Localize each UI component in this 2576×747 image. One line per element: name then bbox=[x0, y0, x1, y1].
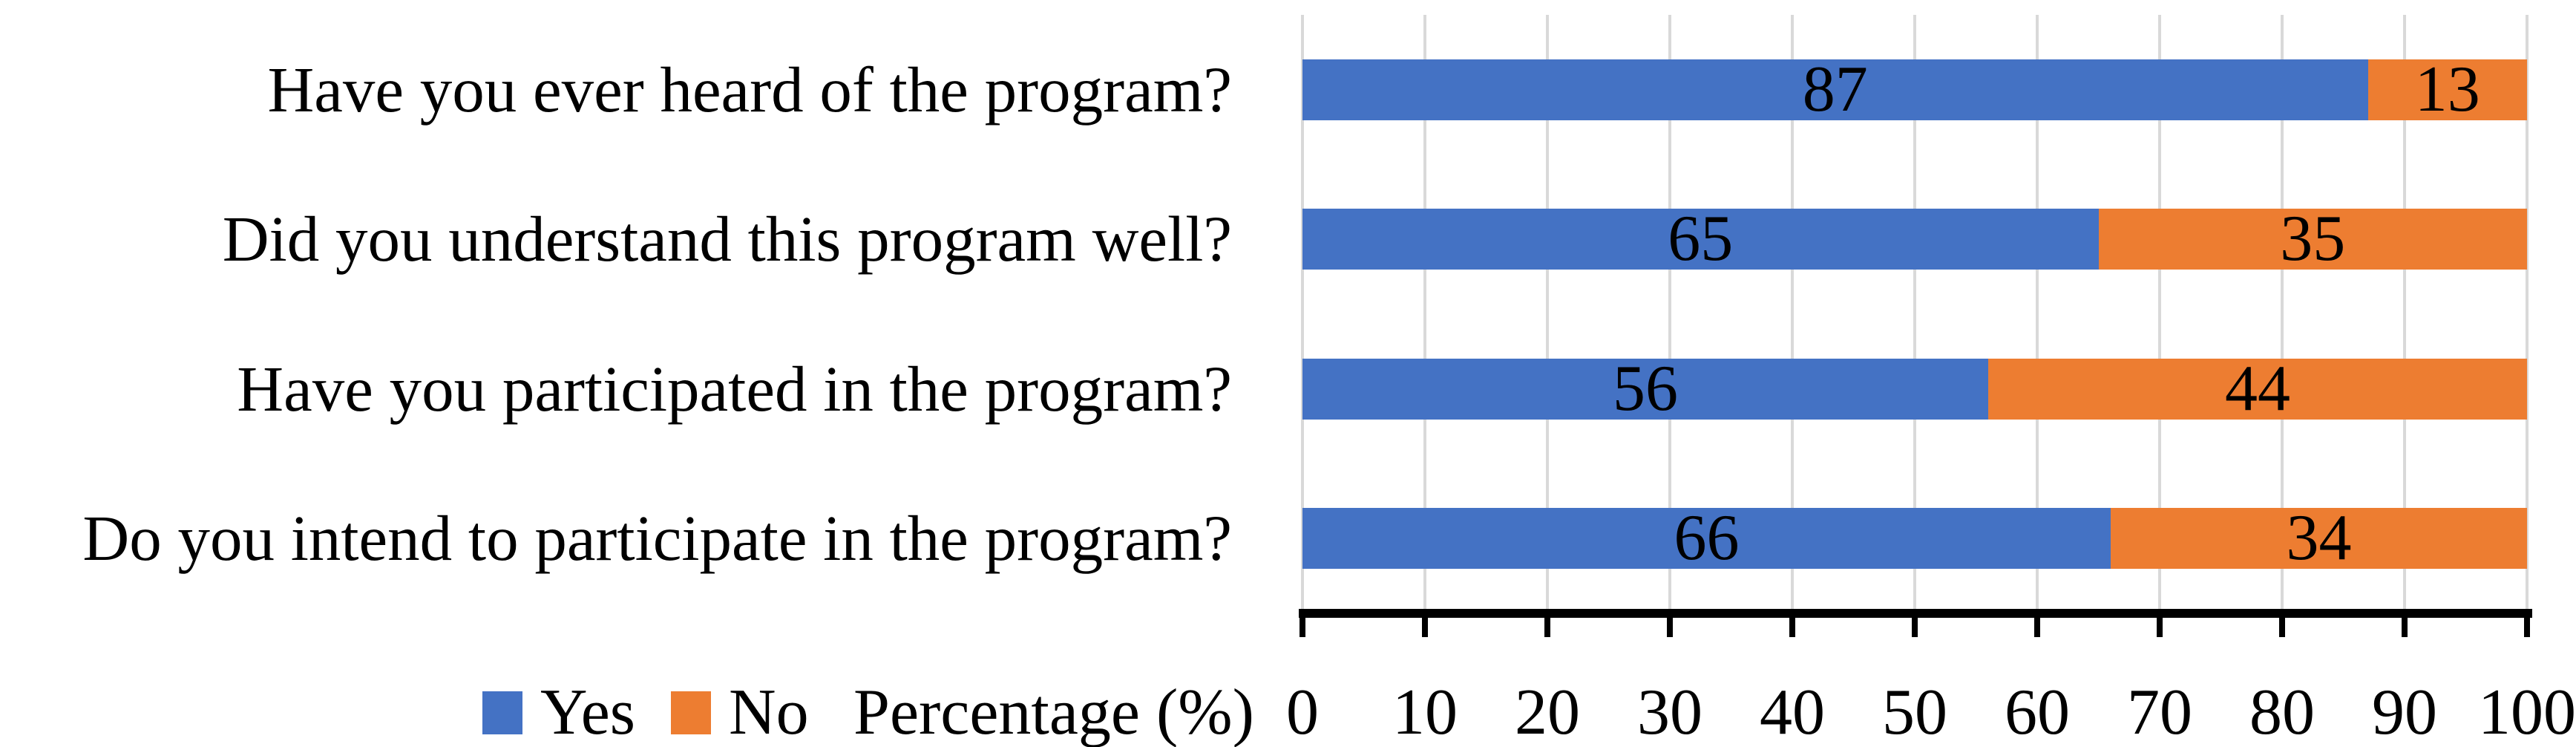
category-label: Have you ever heard of the program? bbox=[267, 53, 1232, 125]
bar-segment-yes: 56 bbox=[1302, 353, 1988, 425]
tick-mark-10 bbox=[1422, 618, 1428, 637]
tick-label-70: 70 bbox=[2127, 676, 2192, 747]
tick-label-100: 100 bbox=[2478, 676, 2576, 747]
gridline-10 bbox=[1423, 15, 1426, 609]
bar-segment-yes: 87 bbox=[1302, 53, 2368, 125]
bar-value-label: 34 bbox=[2286, 502, 2352, 574]
gridline-90 bbox=[2403, 15, 2406, 609]
bar-segment-no: 44 bbox=[1988, 353, 2527, 425]
tick-label-30: 30 bbox=[1637, 676, 1702, 747]
x-axis-line bbox=[1299, 609, 2532, 618]
tick-label-50: 50 bbox=[1882, 676, 1947, 747]
gridline-0 bbox=[1301, 15, 1304, 609]
tick-label-60: 60 bbox=[2005, 676, 2070, 747]
tick-label-80: 80 bbox=[2249, 676, 2315, 747]
tick-mark-30 bbox=[1667, 618, 1673, 637]
category-label: Do you intend to participate in the prog… bbox=[82, 502, 1232, 574]
bar-value-label: 44 bbox=[2225, 353, 2290, 425]
bar-value-label: 66 bbox=[1674, 502, 1740, 574]
legend-swatch-no bbox=[671, 691, 712, 734]
gridline-20 bbox=[1546, 15, 1549, 609]
bar-row: 66 34 bbox=[1302, 502, 2527, 574]
bar-value-label: 56 bbox=[1613, 353, 1678, 425]
gridline-100 bbox=[2526, 15, 2529, 609]
tick-label-90: 90 bbox=[2372, 676, 2437, 747]
gridline-80 bbox=[2281, 15, 2284, 609]
bar-segment-yes: 66 bbox=[1302, 502, 2111, 574]
gridline-60 bbox=[2036, 15, 2039, 609]
tick-mark-100 bbox=[2524, 618, 2530, 637]
tick-mark-90 bbox=[2402, 618, 2408, 637]
bar-segment-yes: 65 bbox=[1302, 203, 2099, 275]
gridline-30 bbox=[1668, 15, 1671, 609]
tick-mark-70 bbox=[2157, 618, 2163, 637]
gridline-50 bbox=[1913, 15, 1916, 609]
tick-mark-40 bbox=[1789, 618, 1795, 637]
legend-swatch-yes bbox=[482, 691, 522, 734]
x-axis-title: Percentage (%) bbox=[853, 676, 1254, 747]
bar-row: 65 35 bbox=[1302, 203, 2527, 275]
gridline-70 bbox=[2158, 15, 2161, 609]
tick-label-40: 40 bbox=[1760, 676, 1825, 747]
bar-segment-no: 13 bbox=[2367, 53, 2527, 125]
bar-value-label: 65 bbox=[1668, 203, 1734, 275]
tick-mark-80 bbox=[2279, 618, 2285, 637]
category-label: Did you understand this program well? bbox=[222, 203, 1232, 275]
legend-label: Yes bbox=[540, 676, 636, 747]
tick-label-0: 0 bbox=[1286, 676, 1319, 747]
legend-item-no: No bbox=[671, 677, 809, 747]
bar-row: 56 44 bbox=[1302, 353, 2527, 425]
tick-mark-20 bbox=[1544, 618, 1550, 637]
legend: Yes No bbox=[482, 677, 809, 747]
tick-mark-60 bbox=[2034, 618, 2040, 637]
tick-mark-0 bbox=[1300, 618, 1305, 637]
bar-segment-no: 35 bbox=[2098, 203, 2527, 275]
gridline-40 bbox=[1791, 15, 1794, 609]
tick-mark-50 bbox=[1912, 618, 1918, 637]
tick-label-20: 20 bbox=[1515, 676, 1580, 747]
bar-segment-no: 34 bbox=[2111, 502, 2527, 574]
bar-value-label: 13 bbox=[2414, 53, 2480, 125]
category-label: Have you participated in the program? bbox=[237, 353, 1232, 425]
bar-row: 87 13 bbox=[1302, 53, 2527, 125]
legend-item-yes: Yes bbox=[482, 677, 635, 747]
bar-value-label: 87 bbox=[1802, 53, 1868, 125]
legend-label: No bbox=[729, 676, 809, 747]
tick-label-10: 10 bbox=[1392, 676, 1458, 747]
bar-value-label: 35 bbox=[2280, 203, 2346, 275]
